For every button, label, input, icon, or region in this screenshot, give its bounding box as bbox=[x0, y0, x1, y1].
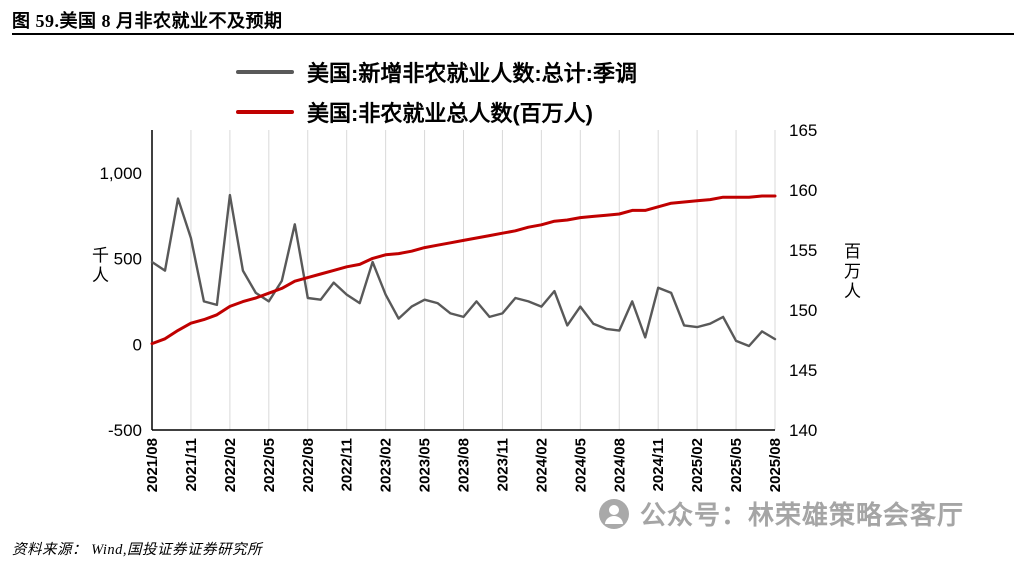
x-tick-label: 2022/11 bbox=[339, 438, 356, 491]
y-right-tick-label: 155 bbox=[789, 241, 817, 260]
x-tick-label: 2022/02 bbox=[222, 438, 239, 492]
x-tick-label: 2022/05 bbox=[261, 438, 278, 492]
y-right-tick-label: 165 bbox=[789, 121, 817, 140]
title-divider bbox=[12, 33, 1014, 35]
x-tick-label: 2023/11 bbox=[494, 438, 511, 491]
y-right-tick-label: 145 bbox=[789, 361, 817, 380]
x-tick-label: 2023/02 bbox=[378, 438, 395, 492]
x-tick-label: 2024/02 bbox=[533, 438, 550, 492]
legend-label: 美国:非农就业总人数(百万人) bbox=[307, 101, 593, 126]
chart-legend: 美国:新增非农就业人数:总计:季调 美国:非农就业总人数(百万人) bbox=[236, 52, 637, 132]
watermark-text: 公众号：林荣雄策略会客厅 bbox=[640, 500, 965, 530]
y-right-tick-label: 150 bbox=[789, 301, 817, 320]
legend-item-total-payrolls: 美国:非农就业总人数(百万人) bbox=[236, 92, 637, 132]
series-new-nonfarm-payrolls bbox=[150, 193, 777, 348]
x-tick-label: 2025/02 bbox=[689, 438, 706, 492]
series-total-nonfarm-employment bbox=[150, 194, 777, 346]
x-tick-label: 2022/08 bbox=[300, 438, 317, 492]
x-tick-label: 2021/08 bbox=[144, 438, 161, 492]
x-tick-label: 2023/05 bbox=[417, 438, 434, 492]
x-tick-label: 2025/05 bbox=[728, 438, 745, 492]
legend-item-new-payrolls: 美国:新增非农就业人数:总计:季调 bbox=[236, 52, 637, 92]
y-left-tick-label: 0 bbox=[133, 335, 142, 354]
wechat-official-account-icon bbox=[599, 498, 629, 529]
y-left-tick-label: -500 bbox=[108, 421, 142, 440]
watermark: 公众号：林荣雄策略会客厅 bbox=[598, 495, 964, 532]
y-right-tick-label: 160 bbox=[789, 181, 817, 200]
source-note: 资料来源： Wind,国投证券证券研究所 bbox=[12, 542, 263, 558]
x-tick-label: 2025/08 bbox=[767, 438, 784, 492]
figure-title: 图 59.美国 8 月非农就业不及预期 bbox=[12, 11, 283, 31]
x-tick-label: 2021/11 bbox=[183, 438, 200, 491]
x-tick-label: 2024/08 bbox=[611, 438, 628, 492]
y-left-tick-label: 1,000 bbox=[99, 164, 142, 183]
y-right-tick-label: 140 bbox=[789, 421, 817, 440]
left-axis-title: 千人 bbox=[89, 246, 108, 286]
x-tick-label: 2023/08 bbox=[456, 438, 473, 492]
y-left-tick-label: 500 bbox=[114, 250, 142, 269]
right-axis-title: 百万人 bbox=[841, 242, 860, 302]
legend-label: 美国:新增非农就业人数:总计:季调 bbox=[307, 61, 637, 86]
legend-line-swatch-red bbox=[236, 110, 294, 114]
legend-line-swatch-gray bbox=[236, 70, 294, 74]
nonfarm-payrolls-chart: 1,000 500 0 -500 165 160 155 150 145 140 2021/08 20… bbox=[99, 121, 817, 492]
x-tick-label: 2024/05 bbox=[572, 438, 589, 492]
x-tick-label: 2024/11 bbox=[650, 438, 667, 491]
